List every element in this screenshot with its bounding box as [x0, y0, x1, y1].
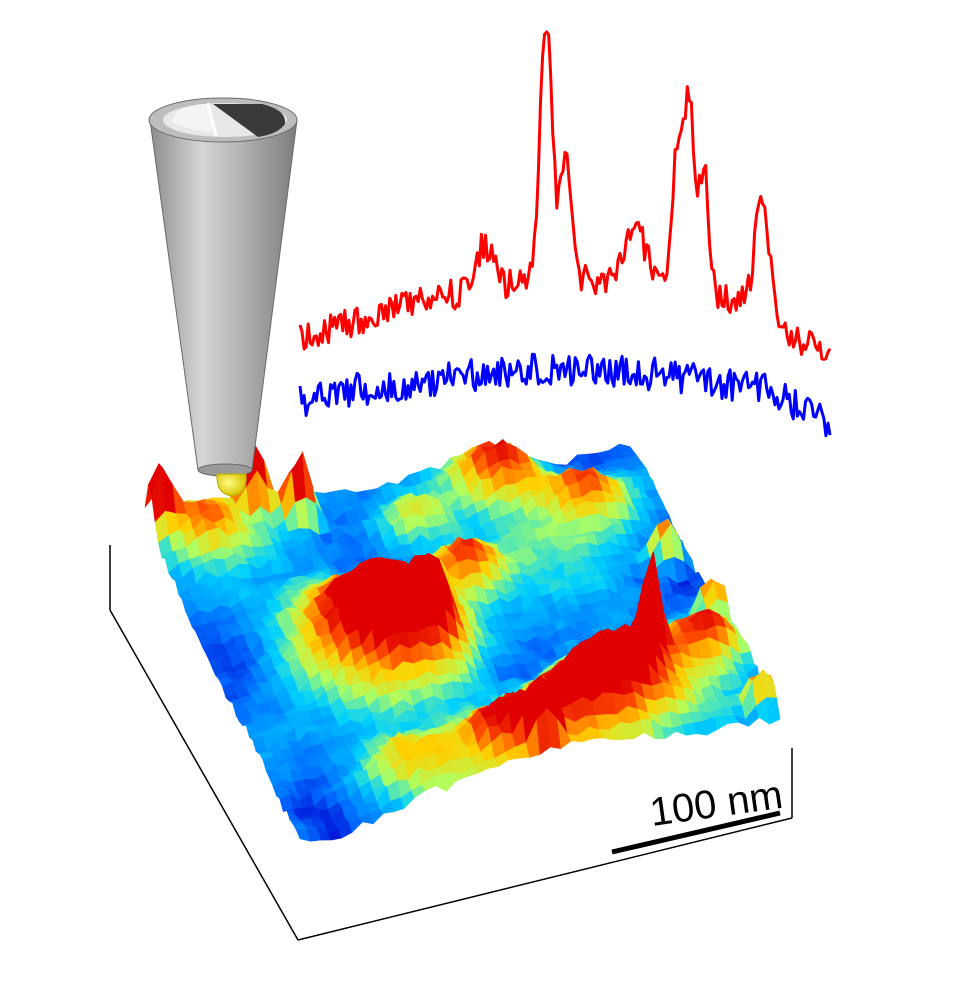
- surface-facet: [765, 697, 781, 725]
- probe-cone-inner-segment-light: [172, 104, 213, 132]
- plot-frame: [109, 545, 793, 941]
- probe-tip-nanoparticle: [216, 473, 247, 497]
- scale-bar: 100 nm: [611, 773, 785, 855]
- spectrum-trace-blue: [298, 352, 832, 438]
- frame-edge-left: [109, 609, 299, 941]
- probe-cone-body: [149, 119, 298, 471]
- scale-bar-line: [611, 810, 781, 855]
- topography-surface: [144, 438, 781, 842]
- probe-cone-divider: [206, 102, 218, 137]
- probe-cone: [148, 97, 298, 497]
- probe-cone-inner-segment-dark: [213, 104, 286, 137]
- spectrum-trace-red: [298, 30, 832, 361]
- frame-edge-bottom: [297, 817, 793, 941]
